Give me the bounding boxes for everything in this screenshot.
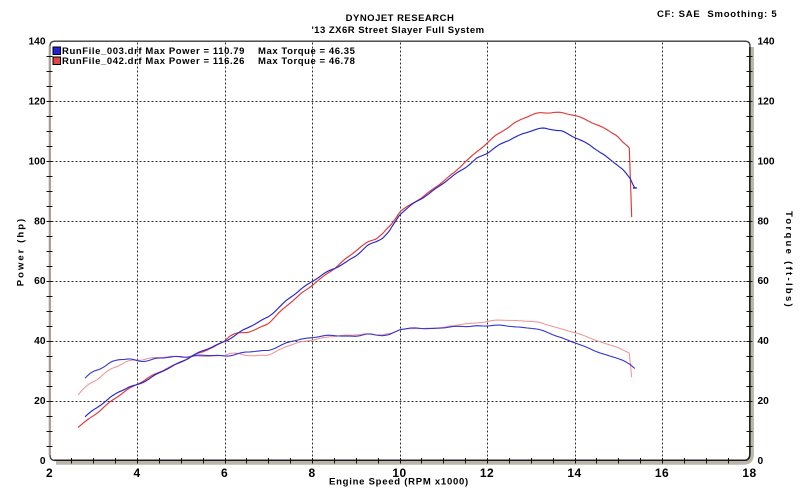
svg-text:140: 140 — [29, 37, 46, 48]
svg-text:Max Torque = 46.35: Max Torque = 46.35 — [258, 46, 356, 57]
svg-text:'13 ZX6R Street Slayer Full Sy: '13 ZX6R Street Slayer Full System — [311, 25, 484, 36]
svg-text:20: 20 — [34, 396, 46, 407]
svg-text:0: 0 — [758, 456, 764, 467]
svg-text:Max Torque = 46.78: Max Torque = 46.78 — [258, 56, 355, 67]
svg-text:140: 140 — [758, 37, 775, 48]
svg-text:RunFile_003.drf Max Power = 11: RunFile_003.drf Max Power = 110.79 — [62, 46, 245, 57]
svg-text:0: 0 — [40, 456, 46, 467]
svg-text:2: 2 — [46, 466, 53, 480]
svg-text:10: 10 — [392, 466, 406, 480]
svg-text:Power (hp): Power (hp) — [16, 217, 27, 286]
svg-text:12: 12 — [480, 466, 494, 480]
svg-text:120: 120 — [29, 96, 46, 107]
svg-text:40: 40 — [758, 336, 770, 347]
svg-text:120: 120 — [758, 96, 775, 107]
svg-text:Engine Speed (RPM x1000): Engine Speed (RPM x1000) — [329, 477, 469, 488]
svg-text:CF: SAE Smoothing: 5: CF: SAE Smoothing: 5 — [657, 9, 778, 20]
svg-text:80: 80 — [758, 216, 770, 227]
svg-text:4: 4 — [133, 466, 140, 480]
svg-text:60: 60 — [34, 276, 46, 287]
svg-text:100: 100 — [758, 156, 775, 167]
svg-text:40: 40 — [34, 336, 46, 347]
svg-text:100: 100 — [29, 156, 46, 167]
svg-text:8: 8 — [308, 466, 315, 480]
svg-text:DYNOJET RESEARCH: DYNOJET RESEARCH — [346, 13, 455, 24]
svg-text:18: 18 — [742, 466, 756, 480]
svg-text:16: 16 — [655, 466, 669, 480]
svg-text:20: 20 — [758, 396, 770, 407]
svg-text:RunFile_042.drf Max Power = 11: RunFile_042.drf Max Power = 116.26 — [62, 56, 245, 67]
svg-text:80: 80 — [34, 216, 46, 227]
svg-text:Torque (ft-lbs): Torque (ft-lbs) — [783, 211, 794, 309]
svg-text:60: 60 — [758, 276, 770, 287]
svg-text:14: 14 — [567, 466, 581, 480]
svg-text:6: 6 — [221, 466, 228, 480]
